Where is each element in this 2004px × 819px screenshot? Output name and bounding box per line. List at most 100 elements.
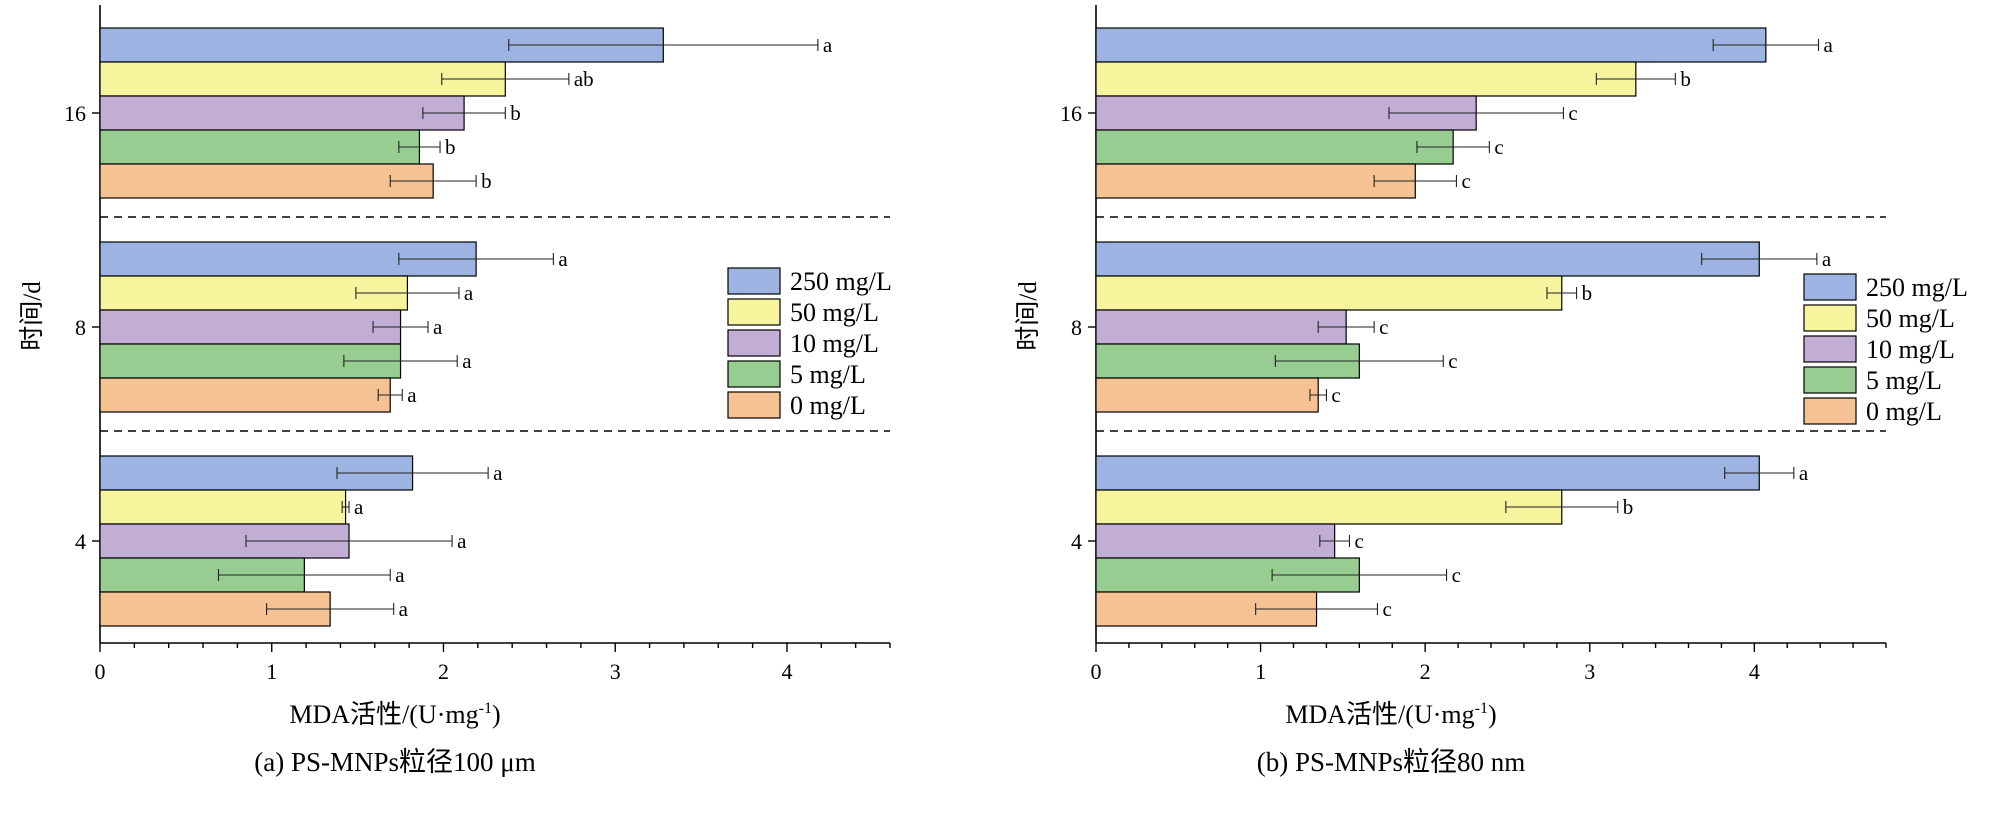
y-tick-label: 8 [75,315,86,340]
legend-label: 0 mg/L [790,391,866,420]
legend-label: 50 mg/L [1866,304,1955,333]
significance-label: c [1452,563,1461,587]
legend-swatch [727,360,781,388]
bar [1095,61,1637,97]
significance-label: c [1382,597,1391,621]
significance-label: b [445,135,456,159]
y-tick-label: 4 [1071,529,1082,554]
significance-label: a [457,529,467,553]
x-axis-label-close: ) [1488,700,1497,729]
significance-label: c [1354,529,1363,553]
significance-label: ab [574,67,594,91]
significance-label: c [1331,383,1340,407]
legend-swatch [727,391,781,419]
x-tick-label: 2 [438,659,449,684]
bar [1095,241,1760,277]
y-tick-label: 8 [1071,315,1082,340]
legend-label: 250 mg/L [1866,273,1968,302]
significance-label: c [1379,315,1388,339]
legend-label: 250 mg/L [790,267,892,296]
bar [1095,377,1319,413]
significance-label: b [1623,495,1634,519]
bar [99,95,465,131]
x-axis-label-close: ) [492,700,501,729]
legend-swatch [727,267,781,295]
x-axis-label-main: MDA活性/(U·mg [289,700,478,729]
y-tick-label: 16 [1060,101,1082,126]
significance-label: a [433,315,443,339]
legend-label: 0 mg/L [1866,397,1942,426]
bar [1095,455,1760,491]
y-axis-label: 时间/d [18,281,46,351]
significance-label: a [399,597,409,621]
legend-label: 5 mg/L [1866,366,1942,395]
bar [1095,27,1767,63]
x-axis-label-sup: -1 [479,700,492,717]
bar [1095,523,1336,559]
significance-label: c [1568,101,1577,125]
x-tick-label: 0 [95,659,106,684]
panel-b: 0 1 2 3 4abccc4abccc8abccc16时间/dMDA活性/(U·mg-… [1014,5,1968,777]
legend-swatch [727,298,781,326]
significance-label: c [1448,349,1457,373]
significance-label: a [354,495,364,519]
bar [1095,489,1563,525]
x-tick-label: 4 [1749,659,1760,684]
bar [99,163,434,199]
significance-label: a [462,349,472,373]
x-tick-label: 1 [1255,659,1266,684]
significance-label: a [1824,33,1834,57]
significance-label: b [481,169,492,193]
panel-caption: (b) PS-MNPs粒径80 nm [1257,747,1526,777]
legend: 250 mg/L50 mg/L10 mg/L5 mg/L0 mg/L [1803,273,1968,426]
legend-label: 10 mg/L [1866,335,1955,364]
significance-label: c [1461,169,1470,193]
bar [99,129,421,165]
bar [1095,163,1416,199]
panel-caption: (a) PS-MNPs粒径100 μm [254,747,536,777]
significance-label: a [1822,247,1832,271]
y-tick-label: 16 [64,101,86,126]
significance-label: a [464,281,474,305]
bar [99,489,347,525]
significance-label: b [510,101,520,125]
significance-label: a [407,383,417,407]
significance-label: c [1494,135,1503,159]
x-tick-label: 3 [610,659,621,684]
x-tick-label: 2 [1420,659,1431,684]
x-axis-label: MDA活性/(U·mg-1) [1285,700,1496,729]
bar [1095,309,1347,345]
significance-label: a [493,461,503,485]
legend: 250 mg/L50 mg/L10 mg/L5 mg/L0 mg/L [727,267,892,420]
significance-label: a [395,563,405,587]
significance-label: a [1799,461,1809,485]
significance-label: a [823,33,833,57]
legend-swatch [1803,304,1857,332]
x-axis-label: MDA活性/(U·mg-1) [289,700,500,729]
legend-swatch [1803,397,1857,425]
legend-label: 50 mg/L [790,298,879,327]
x-axis-label-main: MDA活性/(U·mg [1285,700,1474,729]
significance-label: b [1680,67,1691,91]
x-tick-label: 0 [1091,659,1102,684]
bar [99,309,402,345]
x-axis-label-sup: -1 [1475,700,1488,717]
legend-swatch [727,329,781,357]
legend-label: 10 mg/L [790,329,879,358]
bar [1095,129,1454,165]
significance-label: b [1582,281,1593,305]
legend-swatch [1803,366,1857,394]
bar [99,61,506,97]
panel-a: 0 1 2 3 4aaaaa4aaaaa8aabbbb16时间/dMDA活性/(U·mg… [18,5,892,777]
y-axis-label: 时间/d [1014,281,1042,351]
bar [99,377,391,413]
x-tick-label: 3 [1584,659,1595,684]
legend-swatch [1803,335,1857,363]
x-tick-label: 4 [781,659,792,684]
x-tick-label: 1 [266,659,277,684]
y-tick-label: 4 [75,529,86,554]
significance-label: a [558,247,568,271]
bar [1095,275,1563,311]
legend-swatch [1803,273,1857,301]
